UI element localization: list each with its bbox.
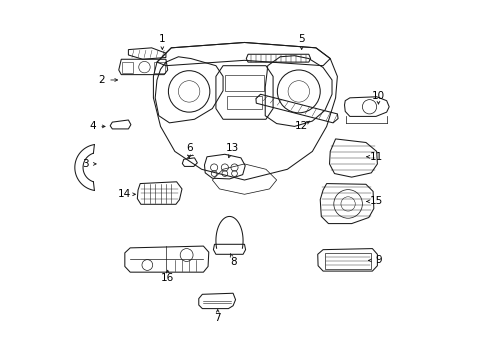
Text: 10: 10 bbox=[371, 91, 384, 101]
Text: 8: 8 bbox=[230, 257, 237, 267]
Text: 9: 9 bbox=[374, 255, 381, 265]
Text: 6: 6 bbox=[185, 143, 192, 153]
Text: 1: 1 bbox=[159, 34, 165, 44]
Text: 15: 15 bbox=[369, 197, 383, 206]
Text: 3: 3 bbox=[82, 159, 89, 169]
Text: 11: 11 bbox=[369, 152, 383, 162]
Text: 12: 12 bbox=[294, 121, 307, 131]
Text: 7: 7 bbox=[214, 312, 221, 323]
Text: 13: 13 bbox=[225, 143, 238, 153]
Text: 2: 2 bbox=[98, 75, 105, 85]
Text: 5: 5 bbox=[298, 34, 305, 44]
Text: 16: 16 bbox=[161, 273, 174, 283]
Text: 14: 14 bbox=[118, 189, 131, 199]
Text: 4: 4 bbox=[89, 121, 96, 131]
